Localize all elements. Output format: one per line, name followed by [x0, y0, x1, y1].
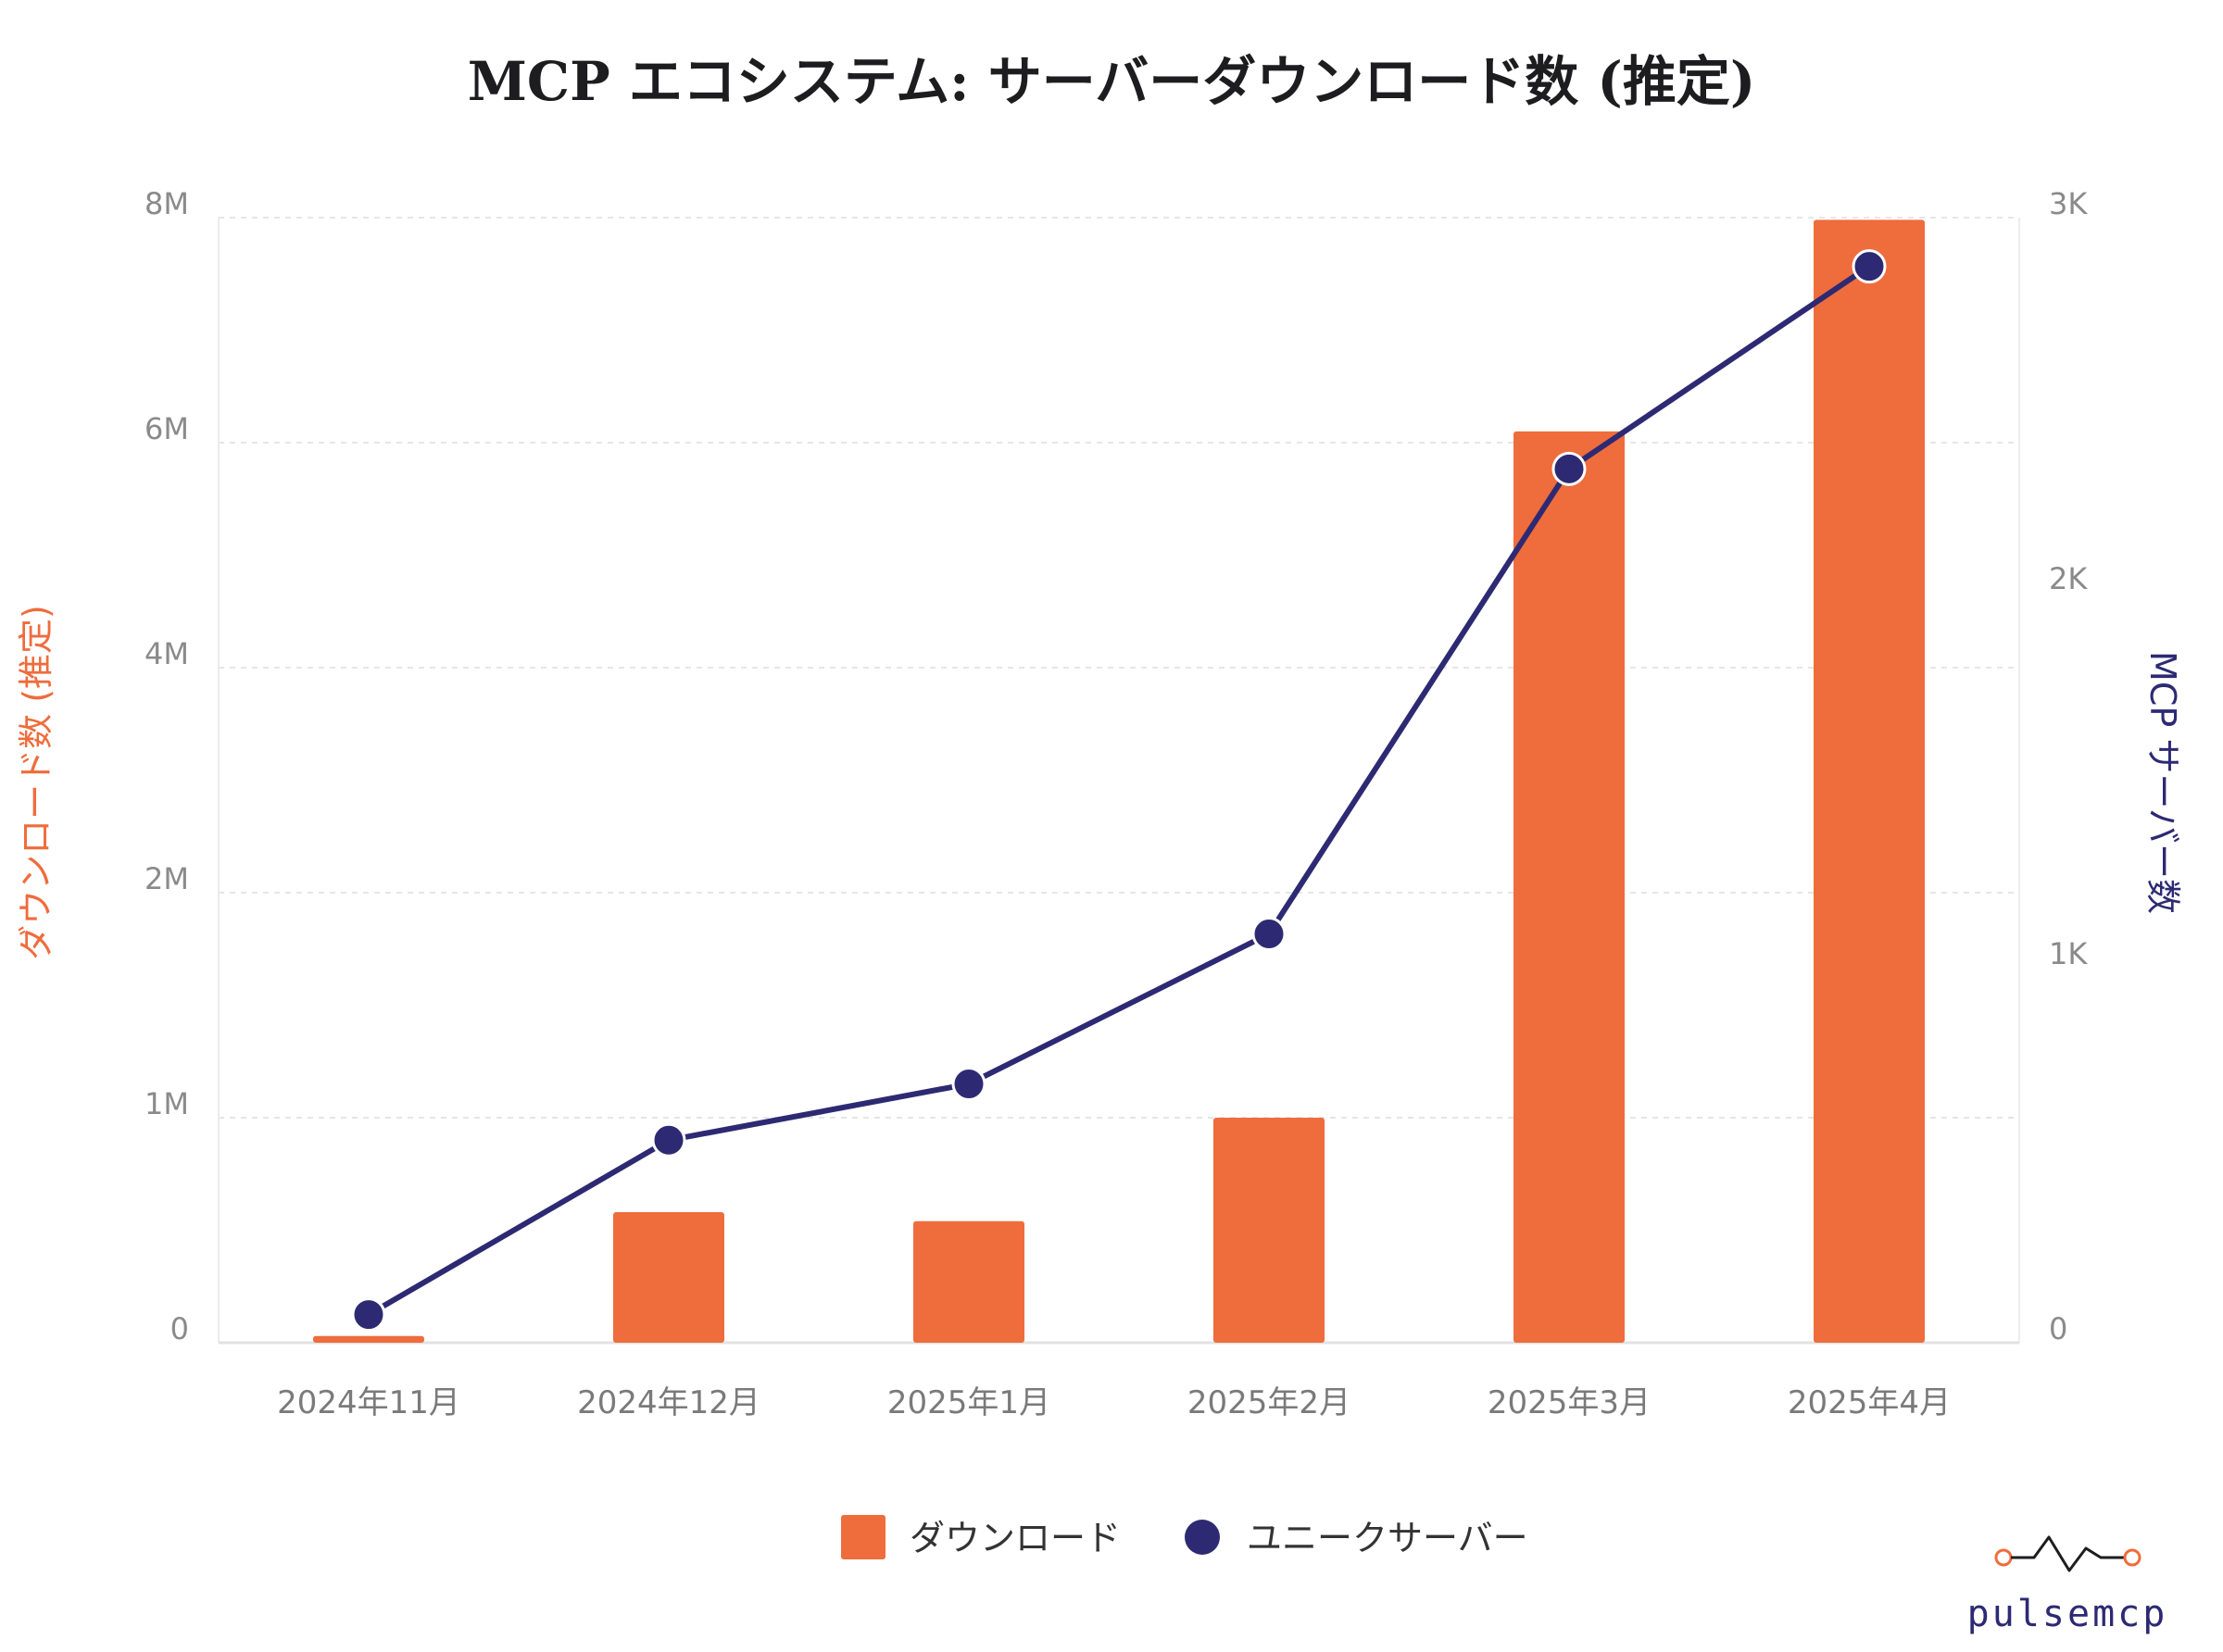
logo-text: pulsemcp	[1967, 1593, 2168, 1635]
server-line	[351, 249, 1887, 1333]
right-tick-label: 1K	[2049, 936, 2088, 971]
download-bar	[1213, 1118, 1325, 1343]
x-tick-label: 2025年3月	[1488, 1384, 1651, 1421]
server-point	[1551, 451, 1587, 486]
x-axis-ticks: 2024年11月 2024年12月 2025年1月 2025年2月 2025年3月 202…	[277, 1384, 1951, 1421]
server-line-path	[367, 264, 1871, 1318]
x-tick-label: 2025年2月	[1187, 1384, 1350, 1421]
left-tick-label: 0	[170, 1311, 189, 1346]
grid	[219, 217, 2019, 1119]
server-point	[1251, 917, 1287, 952]
legend-download-swatch	[841, 1515, 885, 1559]
legend: ダウンロード ユニークサーバー	[841, 1515, 1528, 1559]
left-tick-label: 4M	[144, 636, 189, 671]
legend-download-label: ダウンロード	[910, 1518, 1121, 1558]
left-tick-label: 8M	[144, 186, 189, 221]
chart-title: MCP エコシステム: サーバーダウンロード数 (推定)	[468, 50, 1756, 113]
server-point	[351, 1297, 386, 1333]
right-tick-label: 2K	[2049, 561, 2088, 596]
logo-left-node-icon	[1994, 1548, 2013, 1567]
left-tick-label: 2M	[144, 861, 189, 896]
x-tick-label: 2025年4月	[1788, 1384, 1951, 1421]
left-axis-label: ダウンロード数 (推定)	[16, 605, 57, 960]
download-bar	[1513, 431, 1625, 1344]
left-tick-label: 6M	[144, 411, 189, 446]
right-tick-label: 3K	[2049, 186, 2088, 221]
download-bar	[613, 1212, 724, 1343]
x-tick-label: 2025年1月	[887, 1384, 1050, 1421]
right-tick-label: 0	[2049, 1311, 2067, 1346]
download-bars	[313, 219, 1925, 1344]
legend-server-swatch	[1185, 1520, 1220, 1555]
x-tick-label: 2024年12月	[577, 1384, 760, 1421]
axes	[218, 218, 2020, 1345]
download-bar	[913, 1220, 1024, 1343]
legend-server-label: ユニークサーバー	[1247, 1518, 1528, 1558]
server-point	[651, 1122, 686, 1158]
download-bar	[313, 1335, 424, 1343]
left-axis-ticks: 0 1M 2M 4M 6M 8M	[144, 186, 189, 1346]
left-tick-label: 1M	[144, 1086, 189, 1121]
right-axis-ticks: 0 1K 2K 3K	[2049, 186, 2088, 1346]
logo-pulse-icon	[2011, 1535, 2125, 1572]
server-point	[1852, 249, 1887, 284]
download-bar	[1814, 219, 1925, 1344]
x-tick-label: 2024年11月	[277, 1384, 460, 1421]
right-axis-label: MCP サーバー数	[2142, 651, 2183, 914]
logo-right-node-icon	[2123, 1548, 2141, 1567]
server-point	[951, 1067, 986, 1102]
pulsemcp-logo: pulsemcp	[1967, 1535, 2168, 1635]
